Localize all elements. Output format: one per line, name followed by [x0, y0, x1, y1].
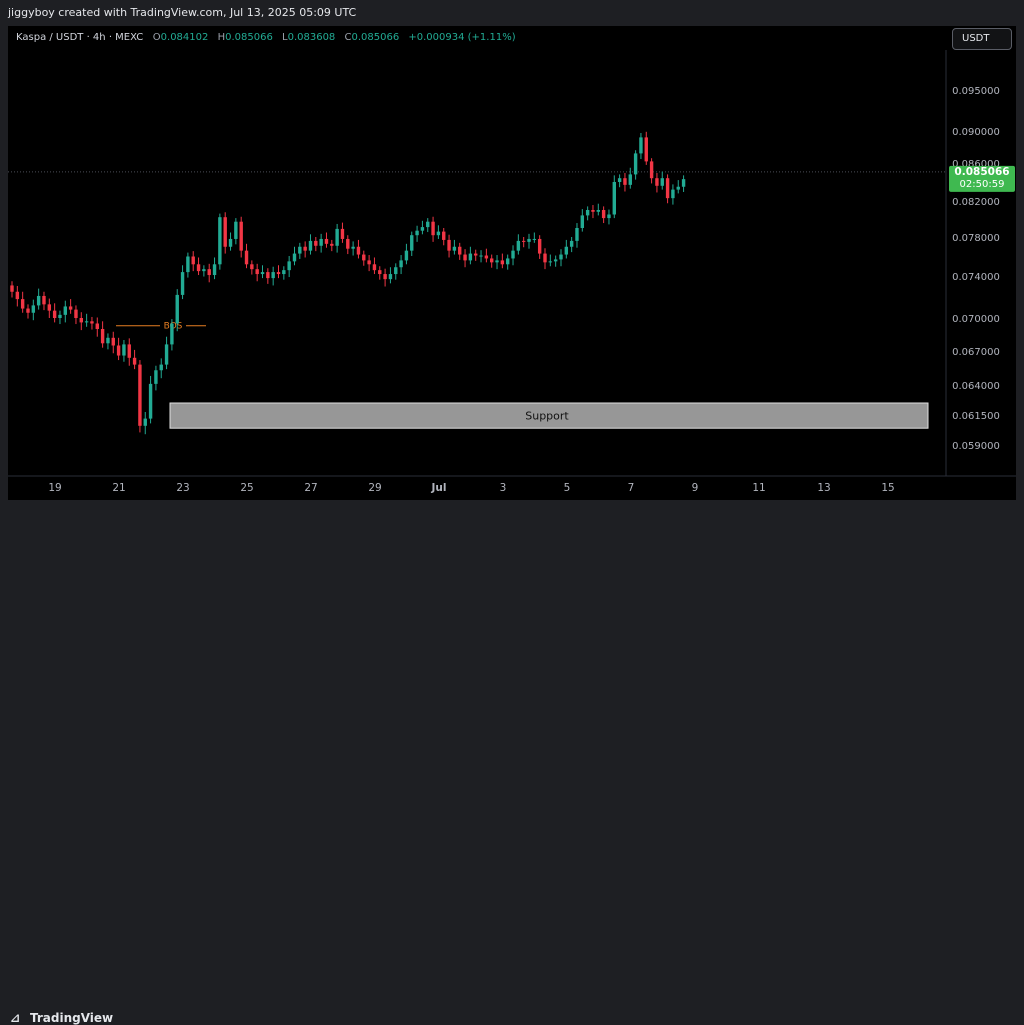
open-value: 0.084102	[160, 32, 209, 43]
open-label: O	[152, 32, 161, 43]
attribution-text: jiggyboy created with TradingView.com, J…	[8, 6, 357, 19]
bottom-bar: ⊿ TradingView	[0, 502, 1024, 1025]
close-label: C	[344, 32, 352, 43]
close-value: 0.085066	[351, 32, 400, 43]
tradingview-logo-icon: ⊿	[10, 1011, 21, 1025]
top-bar: jiggyboy created with TradingView.com, J…	[0, 0, 1024, 26]
symbol-title[interactable]: Kaspa / USDT · 4h · MEXC	[16, 32, 144, 43]
tradingview-brand[interactable]: ⊿ TradingView	[10, 1011, 113, 1025]
high-value: 0.085066	[225, 32, 273, 43]
low-label: L	[282, 32, 288, 43]
low-value: 0.083608	[287, 32, 336, 43]
symbol-legend: Kaspa / USDT · 4h · MEXC O0.084102 H0.08…	[16, 32, 522, 43]
brand-label: TradingView	[30, 1011, 114, 1025]
change-value: +0.000934 (+1.11%)	[408, 32, 516, 43]
currency-button[interactable]: USDT	[952, 28, 1012, 50]
chart-area[interactable]	[8, 26, 1016, 500]
high-label: H	[217, 32, 226, 43]
